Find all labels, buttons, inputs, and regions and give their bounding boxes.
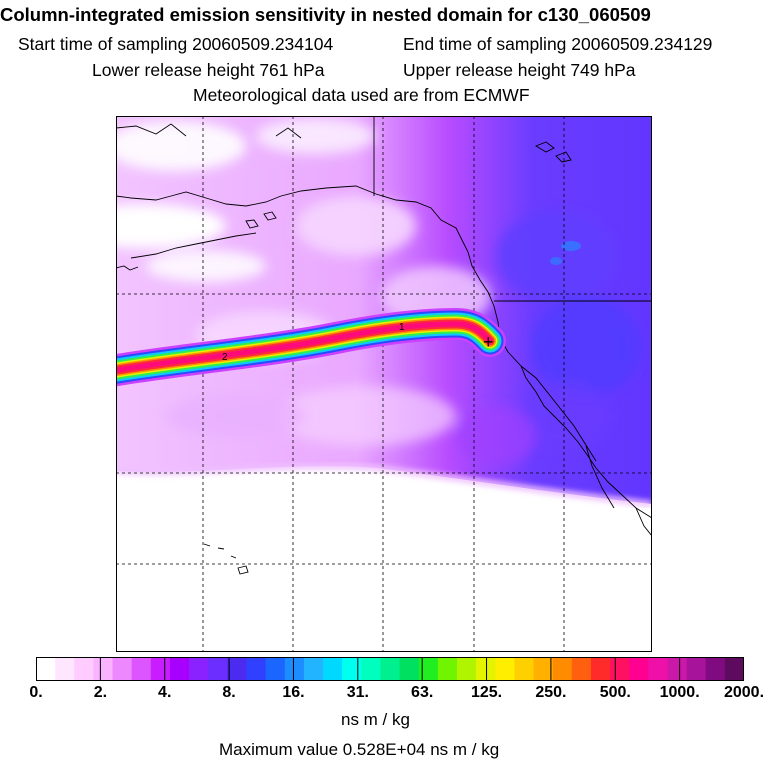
coastlines [116, 116, 652, 575]
colorbar [36, 657, 744, 681]
colorbar-cell [418, 657, 439, 681]
colorbar-tick-label: 63. [411, 684, 434, 701]
colorbar-cell [590, 657, 611, 681]
map-frame [116, 116, 652, 652]
colorbar-tick-label: 4. [158, 684, 172, 701]
colorbar-tick-label: 2000. [723, 684, 765, 701]
colorbar-cell [399, 657, 420, 681]
upper-release-height-label: Upper release height 749 hPa [403, 60, 636, 80]
colorbar-cell [667, 657, 688, 681]
colorbar-cell [610, 657, 630, 681]
colorbar-cell [552, 657, 573, 681]
colorbar-cell [36, 657, 56, 681]
colorbar-tick-label: 8. [222, 684, 236, 701]
plume-label-1: 1 [399, 322, 405, 333]
colorbar-cell [724, 657, 744, 681]
colorbar-cell [686, 657, 707, 681]
end-time-label: End time of sampling 20060509.234129 [403, 34, 713, 54]
colorbar-cell [303, 657, 324, 681]
colorbar-cell [533, 657, 554, 681]
colorbar-tick-label: 1000. [659, 684, 700, 701]
colorbar-tick-label: 0. [29, 684, 43, 701]
colorbar-tick-label: 125. [470, 684, 503, 701]
colorbar-cell [284, 657, 305, 681]
colorbar-cell [705, 657, 726, 681]
colorbar-units: ns m / kg [341, 710, 410, 729]
colorbar-cell [131, 657, 152, 681]
colorbar-cell [456, 657, 477, 681]
blue-patch [561, 241, 581, 251]
colorbar-cell [246, 657, 267, 681]
colorbar-cell [189, 657, 209, 681]
colorbar-cell [342, 657, 362, 681]
colorbar-cell [514, 657, 535, 681]
plot-title: Column-integrated emission sensitivity i… [0, 4, 651, 25]
colorbar-cell [150, 657, 171, 681]
colorbar-cell [476, 657, 496, 681]
maximum-value-label: Maximum value 0.528E+04 ns m / kg [219, 740, 500, 759]
colorbar-cell [265, 657, 286, 681]
colorbar-frame [36, 657, 744, 681]
colorbar-cell [629, 657, 649, 681]
colorbar-cell [55, 657, 75, 681]
colorbar-cell [380, 657, 401, 681]
colorbar-cell [208, 657, 228, 681]
met-data-label: Meteorological data used are from ECMWF [193, 85, 530, 105]
colorbar-cell [169, 657, 190, 681]
colorbar-tick-label: 31. [346, 684, 369, 701]
colorbar-cell [74, 657, 94, 681]
colorbar-tick-label: 2. [93, 684, 108, 701]
blue-patch [550, 257, 562, 265]
lower-release-height-label: Lower release height 761 hPa [92, 60, 325, 80]
colorbar-cell [437, 657, 458, 681]
colorbar-cell [571, 657, 592, 681]
colorbar-cell [93, 657, 114, 681]
colorbar-cell [323, 657, 343, 681]
colorbar-tick-label: 16. [282, 684, 305, 701]
field-edge [116, 463, 652, 507]
colorbar-tick-label: 250. [535, 684, 567, 701]
start-time-label: Start time of sampling 20060509.234104 [18, 34, 334, 54]
colorbar-cell [227, 657, 247, 681]
plume-label-2: 2 [222, 352, 228, 363]
colorbar-cell [495, 657, 515, 681]
no-data-area [116, 466, 652, 652]
colorbar-cell [361, 657, 381, 681]
colorbar-cell [112, 657, 133, 681]
release-location-marker: + [483, 332, 494, 352]
sensitivity-map: 1 2 + [116, 116, 652, 652]
colorbar-cell [648, 657, 668, 681]
plume [116, 308, 506, 387]
colorbar-tick-label: 500. [599, 684, 631, 701]
graticule [116, 116, 652, 652]
